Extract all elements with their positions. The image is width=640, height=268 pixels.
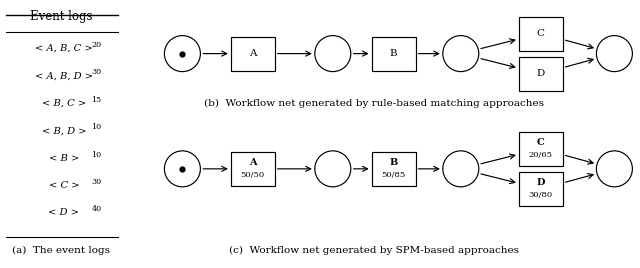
Text: < A, B, C >: < A, B, C > [35,44,93,53]
Text: (a)  The event logs: (a) The event logs [12,246,110,255]
Text: C: C [537,138,545,147]
FancyBboxPatch shape [519,132,563,166]
Text: 20: 20 [92,41,102,49]
Text: (b)  Workflow net generated by rule-based matching approaches: (b) Workflow net generated by rule-based… [204,99,545,108]
Ellipse shape [164,151,200,187]
Ellipse shape [596,36,632,72]
FancyBboxPatch shape [372,152,415,186]
Text: A: A [249,158,257,168]
Text: 20/65: 20/65 [529,151,553,159]
FancyBboxPatch shape [231,152,275,186]
Text: 30/80: 30/80 [529,191,553,199]
Text: 10: 10 [92,151,102,159]
Text: < A, B, D >: < A, B, D > [35,72,93,80]
Ellipse shape [443,151,479,187]
Text: 30: 30 [92,178,102,186]
Text: < D >: < D > [49,208,79,217]
Ellipse shape [596,151,632,187]
Ellipse shape [164,36,200,72]
Text: D: D [537,69,545,78]
Text: < B >: < B > [49,154,79,163]
Ellipse shape [443,36,479,72]
Text: B: B [390,49,397,58]
Text: A: A [249,49,257,58]
Text: B: B [390,158,397,168]
FancyBboxPatch shape [372,37,415,70]
Text: 15: 15 [92,96,102,104]
Text: 10: 10 [92,123,102,131]
Ellipse shape [315,151,351,187]
Text: < C >: < C > [49,181,79,190]
FancyBboxPatch shape [519,57,563,91]
Ellipse shape [315,36,351,72]
Text: 50/50: 50/50 [241,171,265,179]
Text: D: D [536,178,545,188]
Text: C: C [537,29,545,38]
FancyBboxPatch shape [519,172,563,206]
FancyBboxPatch shape [519,17,563,50]
Text: 30: 30 [92,69,102,76]
FancyBboxPatch shape [231,37,275,70]
Text: (c)  Workflow net generated by SPM-based approaches: (c) Workflow net generated by SPM-based … [229,246,520,255]
Text: 40: 40 [92,205,102,213]
Text: < B, C >: < B, C > [42,99,86,108]
Text: < B, D >: < B, D > [42,126,86,135]
Text: 50/85: 50/85 [381,171,406,179]
Text: Event logs: Event logs [29,10,92,23]
